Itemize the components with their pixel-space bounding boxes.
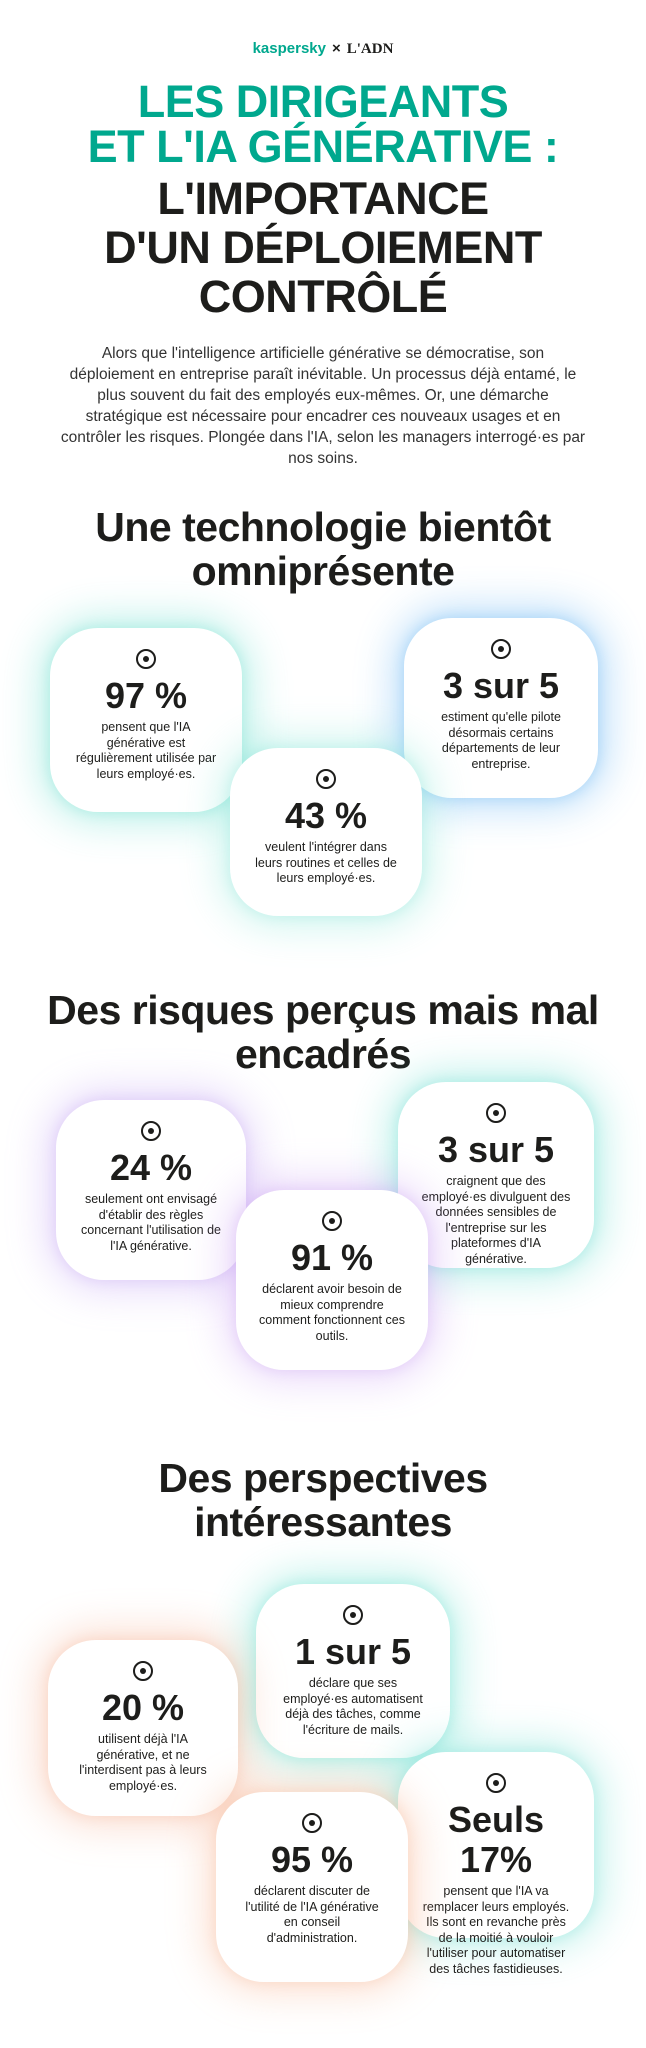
- icon: [302, 1813, 322, 1833]
- section-heading: Une technologie bientôt omniprésente: [95, 504, 551, 594]
- brand-kaspersky: kaspersky: [252, 40, 326, 57]
- stat-value: 95 %: [270, 1839, 354, 1880]
- stat-text: déclarent discuter de l'utilité de l'IA …: [245, 1884, 379, 1945]
- brand-adn: L'ADN: [346, 41, 394, 57]
- stat-card: 95 % déclarent discuter de l'utilité de l…: [216, 1792, 408, 1982]
- stat-value: 1 sur 5: [294, 1631, 412, 1672]
- stat-text: pensent que l'IA générative est régulièr…: [75, 720, 217, 781]
- stat-card: 97 % pensent que l'IA générative est régu…: [50, 628, 242, 812]
- stat-card: 43 % veulent l'intégrer dans leurs routin…: [230, 748, 422, 916]
- stat-text: estiment qu'elle pilote désormais certai…: [441, 710, 561, 771]
- icon: [491, 639, 511, 659]
- section-heading: Des perspectives intéressantes: [158, 1455, 488, 1545]
- stat-value: 24 %: [109, 1147, 193, 1188]
- icon: [316, 769, 336, 789]
- stat-value: 91 %: [290, 1237, 374, 1278]
- brand-separator: ×: [331, 40, 341, 57]
- title-line: LES DIRIGEANTS: [137, 76, 509, 127]
- title-line: D'UN DÉPLOIEMENT: [104, 222, 542, 273]
- stat-value: 3 sur 5: [437, 1129, 555, 1170]
- icon: [136, 649, 156, 669]
- title-line: CONTRÔLÉ: [198, 271, 448, 322]
- title-line: L'IMPORTANCE: [157, 173, 489, 224]
- stat-card: 20 % utilisent déjà l'IA générative, et n…: [48, 1640, 238, 1816]
- stat-card: 24 % seulement ont envisagé d'établir des…: [56, 1100, 246, 1280]
- icon: [322, 1211, 342, 1231]
- stat-card: 3 sur 5 estiment qu'elle pilote désormais…: [404, 618, 598, 798]
- stat-text: craignent que des employé·es divulguent …: [421, 1174, 571, 1266]
- stat-value: Seuls 17%: [447, 1799, 545, 1880]
- title-line: ET L'IA GÉNÉRATIVE :: [87, 121, 559, 172]
- stat-card: 3 sur 5 craignent que des employé·es divu…: [398, 1082, 594, 1268]
- stat-text: déclarent avoir besoin de mieux comprend…: [259, 1282, 405, 1343]
- icon: [486, 1773, 506, 1793]
- stat-card: 1 sur 5 déclare que ses employé·es automa…: [256, 1584, 450, 1758]
- stat-card: 91 % déclarent avoir besoin de mieux comp…: [236, 1190, 428, 1370]
- stat-value: 3 sur 5: [442, 665, 560, 706]
- stat-card: Seuls 17% pensent que l'IA va remplacer l…: [398, 1752, 594, 1976]
- stat-text: seulement ont envisagé d'établir des règ…: [81, 1192, 221, 1253]
- stat-value: 20 %: [101, 1687, 185, 1728]
- stat-text: veulent l'intégrer dans leurs routines e…: [255, 840, 397, 885]
- intro-paragraph: Alors que l'intelligence artificielle gé…: [60, 345, 586, 467]
- stat-text: déclare que ses employé·es automatisent …: [283, 1676, 423, 1737]
- stat-text: pensent que l'IA va remplacer leurs empl…: [422, 1884, 570, 1976]
- stat-value: 43 %: [284, 795, 368, 836]
- icon: [486, 1103, 506, 1123]
- section-heading: Des risques perçus mais mal encadrés: [47, 987, 599, 1077]
- icon: [343, 1605, 363, 1625]
- icon: [141, 1121, 161, 1141]
- brand-header: kaspersky × L'ADN: [0, 40, 646, 58]
- icon: [133, 1661, 153, 1681]
- stat-text: utilisent déjà l'IA générative, et ne l'…: [79, 1732, 207, 1793]
- stat-value: 97 %: [104, 675, 188, 716]
